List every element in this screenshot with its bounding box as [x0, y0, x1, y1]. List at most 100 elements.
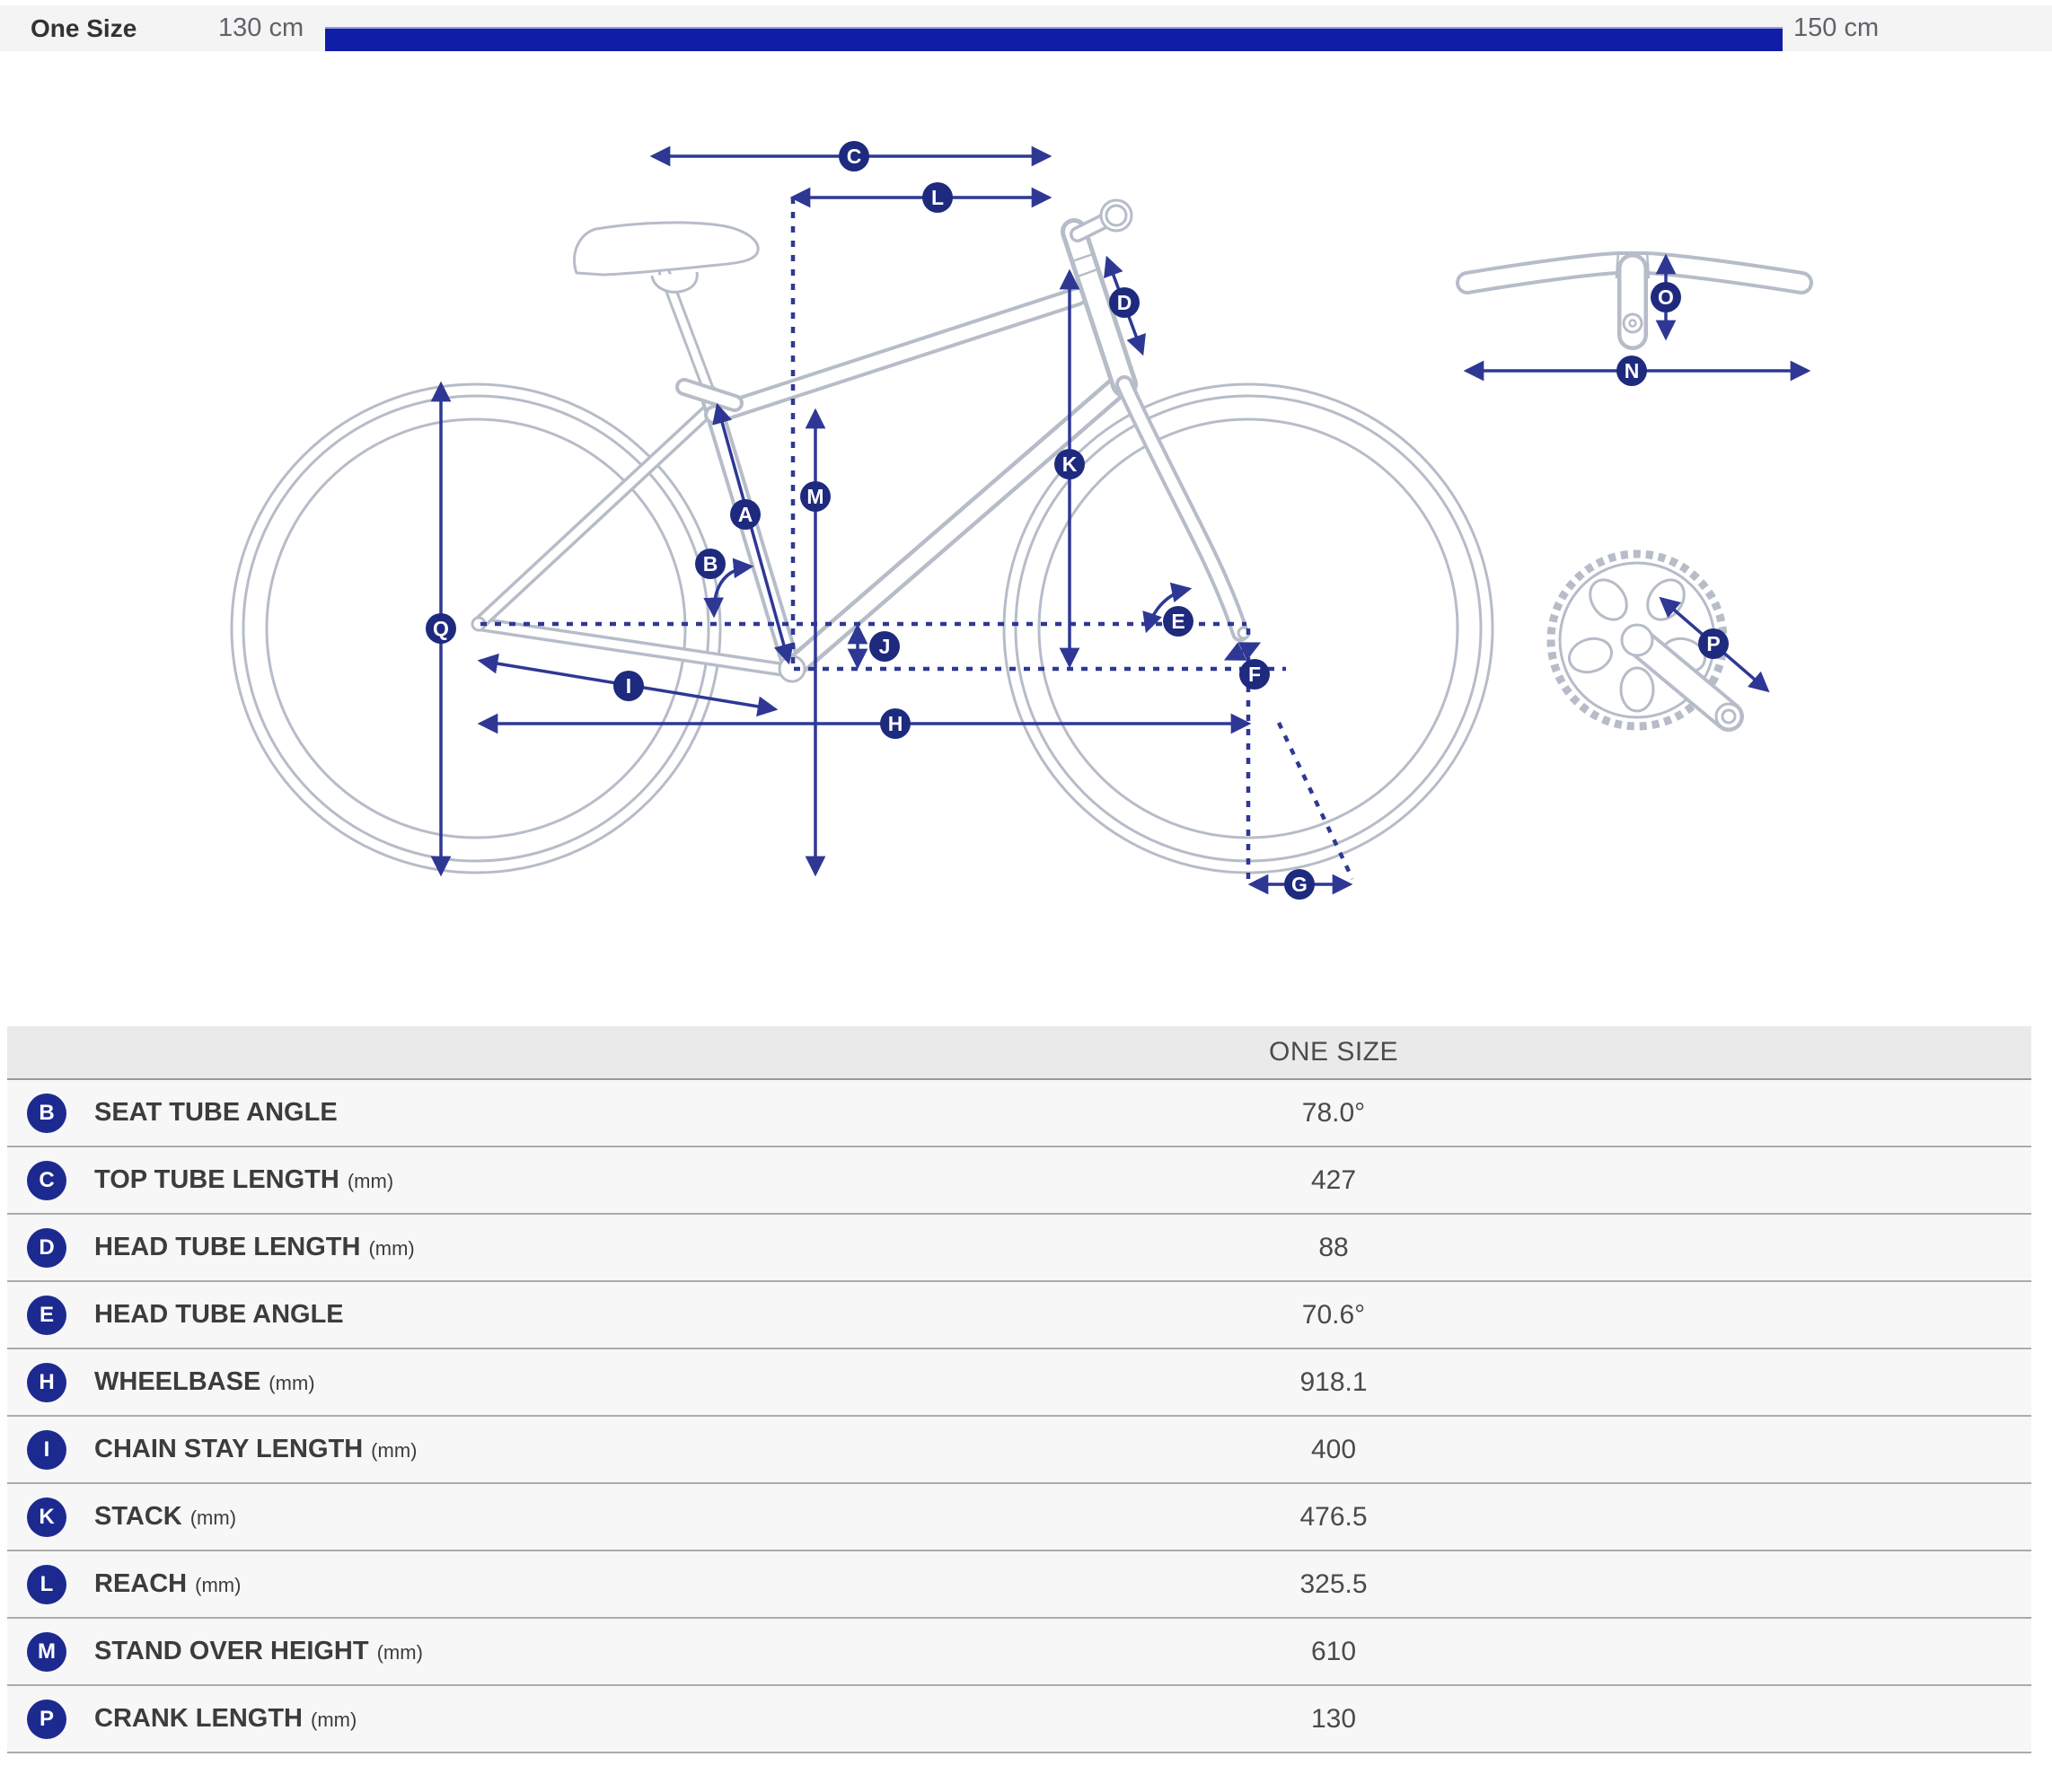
marker-J: J	[869, 631, 900, 662]
svg-text:B: B	[703, 552, 718, 575]
row-label: TOP TUBE LENGTH (mm)	[94, 1165, 394, 1194]
row-value: 88	[1318, 1232, 1349, 1262]
row-unit: (mm)	[347, 1170, 394, 1192]
row-label: HEAD TUBE ANGLE	[94, 1300, 344, 1329]
dim-head-angle-E	[1142, 582, 1193, 634]
row-label: REACH (mm)	[94, 1569, 242, 1598]
steering-axis-line	[1276, 722, 1355, 880]
marker-E: E	[1163, 606, 1193, 637]
table-row: M STAND OVER HEIGHT (mm) 610	[7, 1619, 2031, 1686]
row-unit: (mm)	[311, 1709, 357, 1731]
row-label: CHAIN STAY LENGTH (mm)	[94, 1435, 418, 1463]
svg-text:K: K	[1062, 452, 1078, 476]
row-badge: K	[27, 1497, 66, 1537]
marker-M: M	[800, 481, 831, 512]
dim-seat-tube-A	[712, 402, 794, 665]
row-label: STAND OVER HEIGHT (mm)	[94, 1637, 423, 1665]
svg-text:M: M	[806, 485, 823, 508]
table-header-row: ONE SIZE	[7, 1026, 2031, 1080]
row-value: 400	[1310, 1434, 1357, 1464]
marker-Q: Q	[426, 613, 456, 644]
geometry-table: ONE SIZE B SEAT TUBE ANGLE 78.0° C TOP TUB…	[7, 1026, 2031, 1753]
row-value: 610	[1310, 1636, 1357, 1666]
row-value: 70.6°	[1301, 1299, 1366, 1330]
svg-text:G: G	[1291, 873, 1308, 896]
marker-F: F	[1239, 659, 1270, 690]
row-label: WHEELBASE (mm)	[94, 1367, 315, 1396]
handlebar-grip-side	[1099, 198, 1133, 233]
row-unit: (mm)	[368, 1237, 415, 1260]
row-badge: L	[27, 1564, 66, 1604]
svg-text:L: L	[931, 186, 944, 209]
size-range-max: 150 cm	[1793, 13, 1880, 42]
bike-frame	[471, 210, 1249, 681]
saddle	[572, 221, 760, 294]
svg-text:N: N	[1625, 359, 1640, 382]
row-badge: C	[27, 1160, 66, 1200]
row-value: 918.1	[1299, 1366, 1368, 1397]
row-label: STACK (mm)	[94, 1502, 237, 1531]
marker-H: H	[880, 708, 911, 739]
svg-text:F: F	[1248, 663, 1261, 686]
row-unit: (mm)	[195, 1574, 242, 1596]
svg-text:E: E	[1171, 610, 1185, 633]
bottom-bracket	[471, 616, 1251, 683]
svg-text:P: P	[1706, 632, 1720, 655]
row-unit: (mm)	[189, 1507, 237, 1529]
svg-text:Q: Q	[433, 617, 449, 640]
row-unit: (mm)	[269, 1372, 315, 1394]
table-row: L REACH (mm) 325.5	[7, 1551, 2031, 1619]
row-unit: (mm)	[371, 1439, 418, 1462]
table-row: D HEAD TUBE LENGTH (mm) 88	[7, 1215, 2031, 1282]
dim-fork-offset-F	[1223, 642, 1262, 661]
row-value: 130	[1310, 1703, 1357, 1734]
table-row: E HEAD TUBE ANGLE 70.6°	[7, 1282, 2031, 1349]
row-badge: P	[27, 1699, 66, 1739]
table-row: K STACK (mm) 476.5	[7, 1484, 2031, 1551]
size-option-label[interactable]: One Size	[31, 14, 137, 42]
row-badge: I	[27, 1429, 66, 1470]
marker-N: N	[1616, 356, 1647, 386]
svg-text:D: D	[1117, 291, 1132, 314]
marker-G: G	[1284, 869, 1315, 900]
handlebar-top-view	[1456, 250, 1813, 350]
marker-K: K	[1054, 449, 1085, 479]
diagram-markers: C L D A B M K Q J I H E F G O N P	[426, 141, 1729, 900]
column-header-one-size: ONE SIZE	[1268, 1037, 1399, 1067]
svg-text:A: A	[738, 503, 753, 526]
dim-seat-angle-B	[703, 558, 754, 619]
table-row: I CHAIN STAY LENGTH (mm) 400	[7, 1417, 2031, 1484]
table-row: B SEAT TUBE ANGLE 78.0°	[7, 1080, 2031, 1147]
size-range-min: 130 cm	[218, 13, 304, 42]
row-badge: E	[27, 1295, 66, 1335]
size-range-indicator	[325, 27, 1783, 51]
row-value: 78.0°	[1301, 1097, 1366, 1128]
table-row: H WHEELBASE (mm) 918.1	[7, 1349, 2031, 1417]
row-value: 427	[1310, 1164, 1357, 1195]
row-label: HEAD TUBE LENGTH (mm)	[94, 1233, 415, 1261]
row-value: 476.5	[1299, 1501, 1368, 1532]
size-range-bar: One Size 130 cm 150 cm	[0, 5, 2052, 51]
construction-lines	[480, 198, 1355, 880]
marker-A: A	[730, 499, 761, 530]
row-badge: B	[27, 1093, 66, 1133]
svg-text:C: C	[847, 145, 862, 168]
table-row: C TOP TUBE LENGTH (mm) 427	[7, 1147, 2031, 1215]
row-label: CRANK LENGTH (mm)	[94, 1704, 357, 1733]
row-value: 325.5	[1299, 1568, 1368, 1599]
marker-D: D	[1109, 287, 1140, 318]
row-badge: H	[27, 1362, 66, 1402]
marker-I: I	[613, 671, 644, 701]
marker-O: O	[1651, 282, 1681, 312]
table-row: P CRANK LENGTH (mm) 130	[7, 1686, 2031, 1753]
svg-text:J: J	[879, 635, 891, 658]
bike-geometry-diagram: C L D A B M K Q J I H E F G O N P	[0, 51, 2052, 1026]
svg-text:I: I	[626, 674, 631, 698]
row-label: SEAT TUBE ANGLE	[94, 1098, 338, 1127]
marker-C: C	[839, 141, 869, 171]
row-badge: M	[27, 1631, 66, 1672]
row-unit: (mm)	[376, 1641, 423, 1664]
marker-B: B	[695, 549, 726, 579]
row-badge: D	[27, 1227, 66, 1268]
marker-P: P	[1698, 628, 1729, 659]
